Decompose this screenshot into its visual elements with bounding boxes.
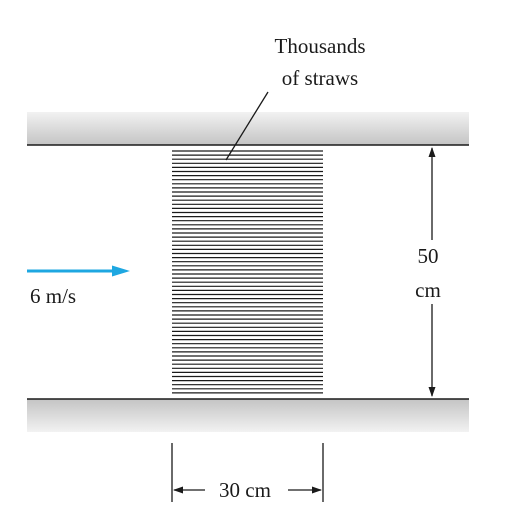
height-unit-label: cm: [415, 278, 441, 302]
velocity-label: 6 m/s: [30, 284, 77, 308]
straws-leader-line: [225, 91, 269, 161]
straws-label-line2: of straws: [281, 66, 359, 90]
straws-label-line1: Thousands: [274, 34, 366, 58]
width-dimension: [171, 443, 324, 502]
flow-arrow-head: [112, 265, 130, 277]
flow-arrow: [27, 265, 130, 277]
height-value-label: 50: [417, 244, 439, 268]
bottom-wall: [27, 399, 469, 432]
straw-bundle: [172, 150, 323, 394]
width-label: 30 cm: [205, 477, 285, 503]
top-wall: [27, 112, 469, 145]
